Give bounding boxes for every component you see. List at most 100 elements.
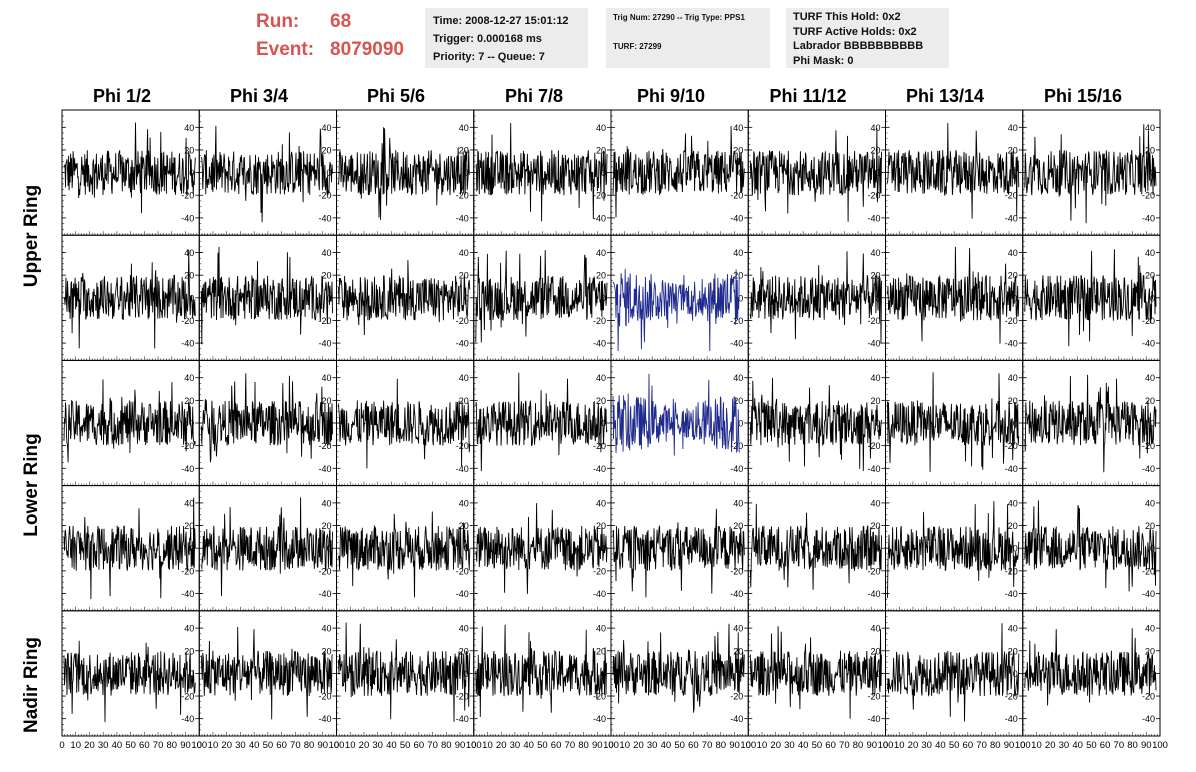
y-tick-label: 40	[1145, 123, 1155, 133]
y-tick-label: -20	[318, 441, 331, 451]
x-tick-label: 0	[59, 740, 64, 751]
y-tick-label: 40	[733, 123, 743, 133]
y-tick-label: -40	[318, 464, 331, 474]
y-tick-label: -40	[1005, 589, 1018, 599]
y-tick-label: -40	[867, 339, 880, 349]
y-tick-label: 40	[1008, 248, 1018, 258]
y-tick-label: 20	[1145, 521, 1155, 531]
waveform-trace	[338, 622, 471, 722]
y-tick-label: 40	[459, 624, 469, 634]
x-tick-label: 10	[345, 740, 356, 751]
y-tick-label: -40	[1142, 339, 1155, 349]
column-label-phi-13-14: Phi 13/14	[905, 86, 985, 106]
x-tick-label: 60	[688, 740, 699, 751]
y-tick-label: 0	[1013, 669, 1018, 679]
y-tick-label: -40	[1005, 213, 1018, 223]
waveform-trace	[749, 128, 882, 222]
y-tick-label: -20	[456, 316, 469, 326]
y-tick-label: 40	[459, 248, 469, 258]
y-tick-label: -20	[181, 316, 194, 326]
y-tick-label: -40	[593, 339, 606, 349]
y-tick-label: -20	[318, 191, 331, 201]
y-tick-label: -20	[593, 441, 606, 451]
x-tick-label: 40	[661, 740, 672, 751]
waveform-trace	[749, 251, 882, 344]
x-tick-label: 60	[551, 740, 562, 751]
y-tick-label: -20	[181, 191, 194, 201]
y-tick-label: 40	[596, 373, 606, 383]
y-tick-label: -20	[730, 692, 743, 702]
y-tick-label: 40	[733, 248, 743, 258]
y-tick-label: 20	[870, 396, 880, 406]
x-tick-label: 60	[825, 740, 836, 751]
y-tick-label: -40	[867, 714, 880, 724]
y-tick-label: -20	[181, 441, 194, 451]
y-tick-label: -20	[456, 191, 469, 201]
y-tick-label: -40	[1142, 213, 1155, 223]
waveform-trace	[475, 372, 608, 472]
y-tick-label: -40	[593, 213, 606, 223]
x-tick-label: 50	[949, 740, 960, 751]
y-tick-label: -40	[593, 714, 606, 724]
x-tick-label: 10	[1031, 740, 1042, 751]
waveform-trace	[1024, 249, 1157, 347]
run-value: 68	[330, 11, 352, 32]
y-tick-label: -40	[318, 339, 331, 349]
y-tick-label: 0	[875, 544, 880, 554]
x-tick-label: 10	[70, 740, 81, 751]
y-tick-label: -40	[730, 339, 743, 349]
y-tick-label: -20	[1005, 191, 1018, 201]
run-label: Run:	[256, 11, 300, 32]
y-tick-label: 20	[459, 646, 469, 656]
y-tick-label: 20	[184, 145, 194, 155]
x-tick-label: 50	[674, 740, 685, 751]
waveform-trace	[887, 372, 1020, 472]
waveform-trace	[1024, 628, 1157, 706]
x-tick-label: 30	[1059, 740, 1070, 751]
y-tick-label: 20	[733, 396, 743, 406]
y-tick-label: -40	[867, 213, 880, 223]
y-tick-label: 0	[1150, 419, 1155, 429]
waveform-trace	[200, 497, 333, 597]
y-tick-label: -20	[181, 692, 194, 702]
y-tick-label: -40	[318, 589, 331, 599]
event-value: 8079090	[330, 39, 404, 60]
x-tick-label: 20	[359, 740, 370, 751]
y-tick-label: 20	[733, 271, 743, 281]
y-tick-label: -20	[1005, 441, 1018, 451]
y-tick-label: -40	[456, 213, 469, 223]
waveform-trace	[612, 373, 740, 456]
y-tick-label: -20	[867, 441, 880, 451]
y-tick-label: 40	[596, 498, 606, 508]
y-tick-label: -20	[318, 566, 331, 576]
x-tick-label: 10	[894, 740, 905, 751]
y-tick-label: 20	[1008, 271, 1018, 281]
x-tick-label: 30	[510, 740, 521, 751]
y-tick-label: -40	[181, 714, 194, 724]
y-tick-label: -20	[1005, 692, 1018, 702]
y-tick-label: 20	[596, 396, 606, 406]
x-tick-label: 60	[139, 740, 150, 751]
y-tick-label: -20	[318, 316, 331, 326]
x-tick-label: 30	[372, 740, 383, 751]
y-tick-label: 0	[875, 168, 880, 178]
event-label: Event:	[256, 39, 315, 60]
x-tick-label: 20	[1045, 740, 1056, 751]
priority-text: Priority: 7 -- Queue: 7	[433, 51, 545, 63]
waveform-trace	[1024, 124, 1157, 224]
x-tick-label: 80	[167, 740, 178, 751]
y-tick-label: -40	[1142, 714, 1155, 724]
y-tick-label: 40	[870, 624, 880, 634]
y-tick-label: -20	[1142, 692, 1155, 702]
y-tick-label: 20	[870, 145, 880, 155]
y-tick-label: -20	[456, 441, 469, 451]
x-tick-label: 70	[565, 740, 576, 751]
y-tick-label: 0	[1013, 544, 1018, 554]
waveform-trace	[749, 503, 882, 590]
y-tick-label: -20	[593, 692, 606, 702]
waveform-trace	[338, 260, 471, 336]
y-tick-label: 20	[459, 271, 469, 281]
x-tick-label: 80	[853, 740, 864, 751]
y-tick-label: 20	[870, 521, 880, 531]
